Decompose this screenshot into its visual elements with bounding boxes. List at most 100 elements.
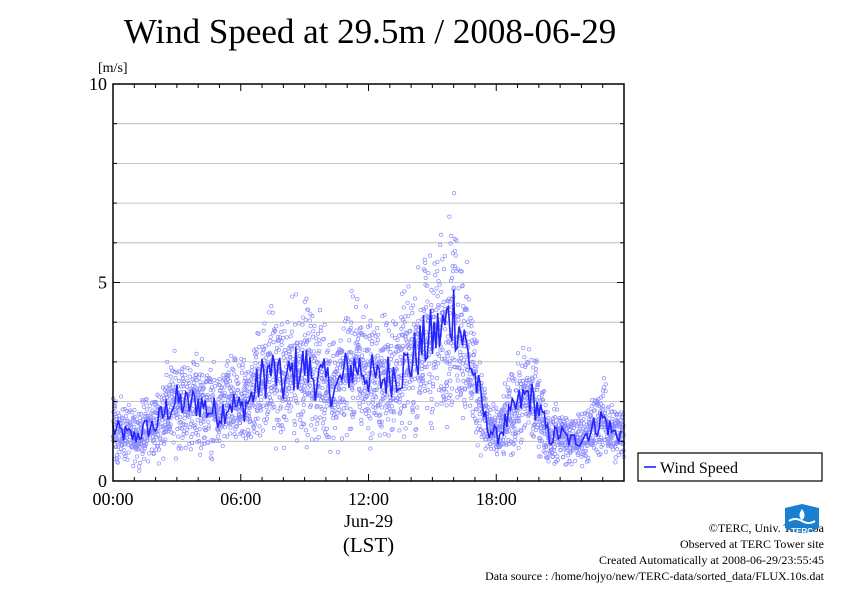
data-point (456, 317, 461, 322)
data-point (447, 299, 452, 304)
data-point (303, 393, 308, 398)
data-point (477, 360, 483, 365)
data-point (201, 393, 206, 398)
data-point (536, 454, 541, 459)
data-point (410, 409, 415, 415)
data-point (420, 363, 425, 369)
data-point (420, 378, 425, 383)
data-point (487, 407, 493, 412)
data-point (281, 426, 286, 431)
data-point (268, 351, 273, 357)
data-point (411, 401, 416, 406)
data-point (529, 358, 534, 363)
data-point (401, 305, 406, 310)
data-point (382, 312, 387, 317)
data-point (521, 425, 526, 430)
data-point (391, 410, 396, 415)
data-point (322, 375, 327, 381)
data-point (209, 380, 214, 385)
data-point (600, 442, 605, 448)
data-point (399, 291, 405, 296)
data-point (322, 411, 327, 416)
data-point (303, 428, 308, 433)
data-point (338, 381, 343, 386)
data-point (520, 412, 525, 417)
data-point (323, 393, 328, 398)
data-point (334, 369, 339, 374)
data-point (557, 416, 562, 421)
data-point (174, 416, 180, 421)
data-point (118, 394, 124, 399)
data-point (359, 330, 364, 335)
data-point (344, 405, 349, 410)
data-point (173, 456, 178, 461)
data-point (546, 416, 551, 421)
data-point (494, 405, 499, 411)
data-point (246, 410, 251, 415)
data-point (301, 422, 307, 427)
data-point (156, 447, 162, 452)
data-point (248, 434, 254, 439)
data-point (287, 409, 292, 414)
data-point (237, 408, 242, 413)
data-point (483, 446, 488, 451)
data-point (377, 433, 382, 438)
data-point (253, 361, 258, 366)
data-point (261, 403, 266, 408)
legend-label: Wind Speed (660, 460, 738, 477)
data-point (224, 403, 230, 408)
data-point (152, 440, 157, 446)
data-point (198, 383, 203, 388)
data-point (144, 407, 149, 412)
data-point (141, 449, 146, 454)
data-point (374, 387, 379, 392)
data-point (597, 440, 602, 445)
data-point (502, 404, 507, 409)
data-point (427, 372, 432, 377)
data-point (158, 435, 163, 440)
data-point (349, 320, 354, 325)
data-point (314, 342, 319, 347)
data-point (244, 378, 249, 383)
data-point (533, 374, 538, 379)
data-point (132, 425, 137, 430)
data-point (600, 393, 605, 398)
data-point (356, 337, 361, 342)
data-point (143, 400, 148, 405)
data-point (183, 445, 188, 450)
data-point (451, 285, 456, 290)
data-point (113, 444, 118, 450)
data-point (202, 416, 207, 421)
data-point (387, 406, 392, 411)
data-point (401, 324, 406, 329)
data-point (386, 328, 391, 333)
data-point (163, 385, 169, 390)
data-point (591, 437, 596, 443)
data-point (389, 333, 395, 338)
data-point (351, 411, 356, 417)
data-point (507, 388, 512, 393)
footer-site: Observed at TERC Tower site (679, 537, 824, 551)
data-point (165, 395, 170, 400)
data-point (350, 387, 355, 392)
data-point (539, 425, 544, 430)
data-point (225, 359, 230, 364)
data-point (373, 410, 378, 416)
data-point (403, 314, 408, 319)
data-point (311, 329, 316, 334)
data-point (478, 418, 483, 423)
data-point (282, 329, 287, 334)
data-point (131, 464, 136, 469)
data-point (436, 387, 441, 393)
data-point (335, 411, 340, 416)
data-point (424, 365, 429, 370)
data-point (453, 248, 458, 254)
data-point (202, 441, 207, 446)
data-point (519, 428, 524, 433)
data-point (366, 401, 371, 406)
data-point (179, 446, 184, 451)
data-point (561, 454, 566, 459)
data-point (315, 417, 320, 422)
data-point (188, 425, 193, 430)
data-point (162, 441, 167, 446)
